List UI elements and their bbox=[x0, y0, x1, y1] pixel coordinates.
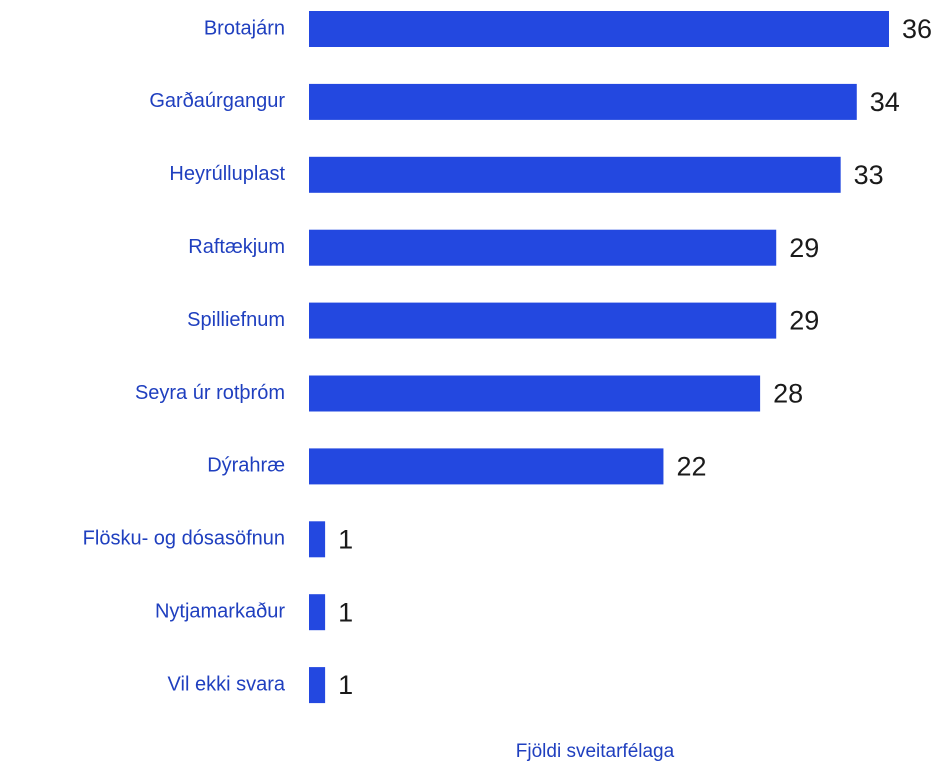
bar bbox=[309, 11, 889, 47]
y-tick-label: Vil ekki svara bbox=[168, 673, 286, 695]
value-label: 1 bbox=[338, 524, 353, 554]
value-label: 29 bbox=[789, 306, 819, 336]
value-label: 29 bbox=[789, 233, 819, 263]
y-tick-label: Flösku- og dósasöfnun bbox=[83, 528, 285, 550]
value-label: 28 bbox=[773, 379, 803, 409]
bar bbox=[309, 302, 777, 339]
value-label: 1 bbox=[338, 670, 353, 700]
value-label: 22 bbox=[676, 452, 706, 482]
y-tick-label: Brotajárn bbox=[204, 17, 285, 39]
y-tick-label: Heyrúlluplast bbox=[169, 163, 285, 185]
y-tick-label: Seyra úr rotþróm bbox=[135, 382, 285, 404]
y-tick-label: Garðaúrgangur bbox=[149, 90, 285, 112]
bar bbox=[309, 229, 777, 266]
value-label: 33 bbox=[854, 160, 884, 190]
bar bbox=[309, 521, 326, 558]
y-tick-label: Dýrahræ bbox=[207, 455, 285, 477]
bar bbox=[309, 667, 326, 704]
y-tick-label: Nytjamarkaður bbox=[155, 600, 285, 622]
bar bbox=[309, 156, 841, 193]
value-label: 34 bbox=[870, 87, 900, 117]
bar bbox=[309, 83, 857, 120]
y-tick-label: Raftækjum bbox=[188, 236, 285, 258]
bar bbox=[309, 594, 326, 631]
y-tick-label: Spilliefnum bbox=[187, 309, 285, 331]
bar bbox=[309, 448, 664, 485]
value-label: 1 bbox=[338, 597, 353, 627]
bar bbox=[309, 375, 761, 412]
x-axis-label: Fjöldi sveitarfélaga bbox=[516, 741, 675, 762]
value-label: 36 bbox=[902, 14, 932, 44]
